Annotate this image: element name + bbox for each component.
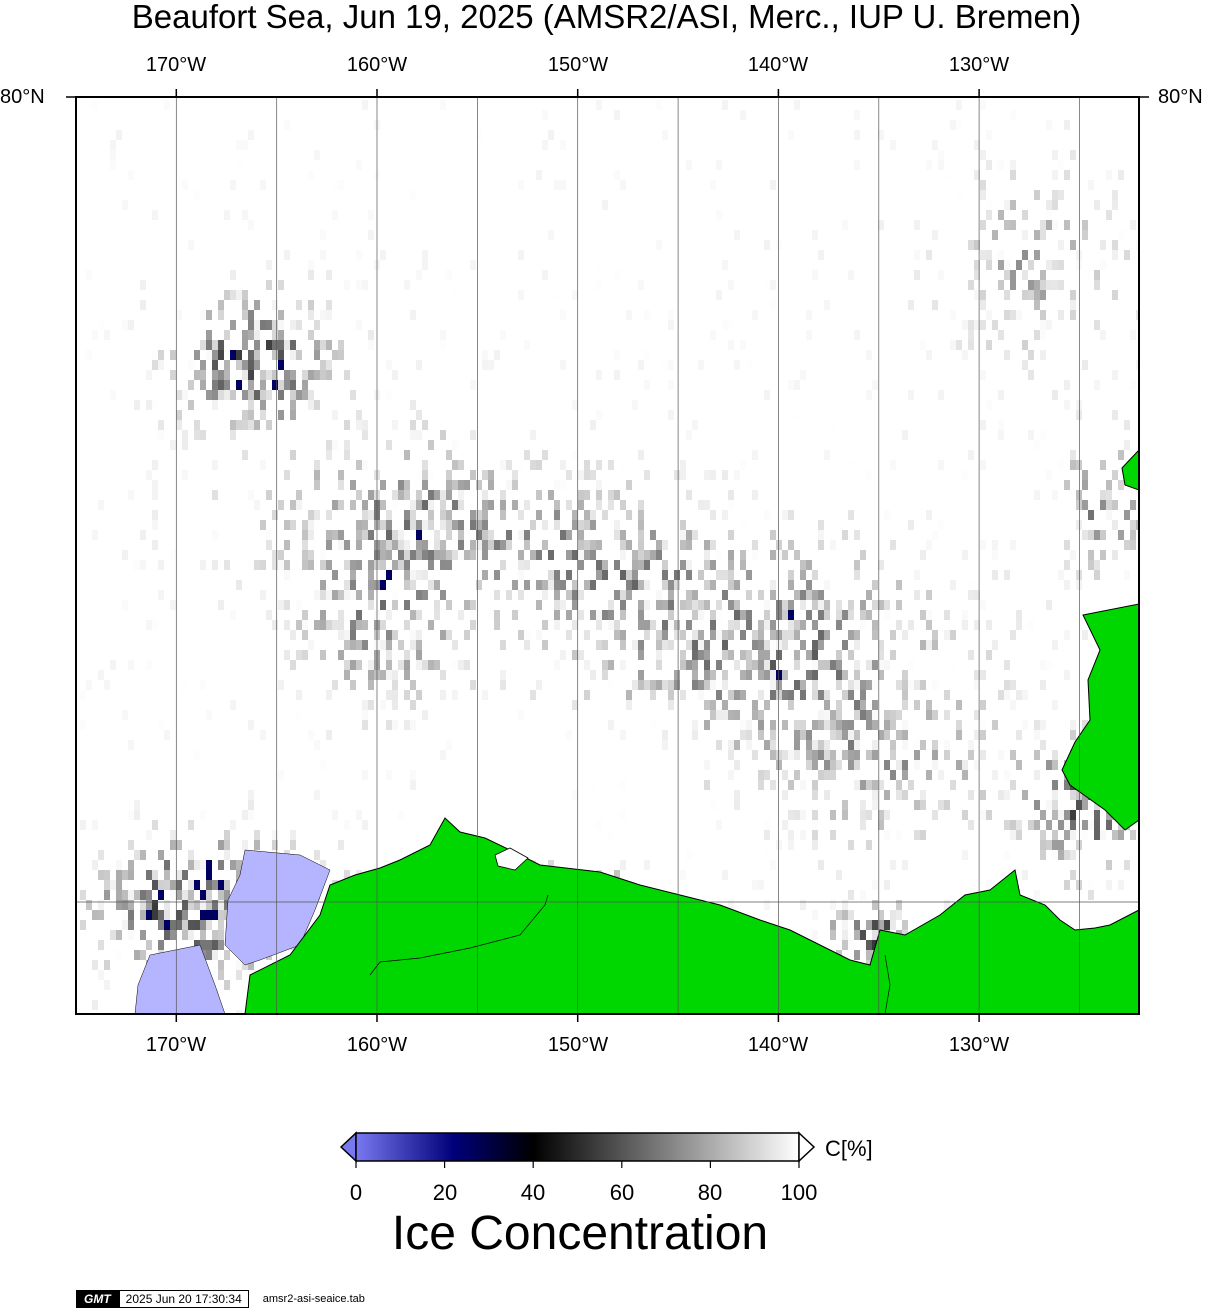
gmt-logo: GMT	[76, 1290, 119, 1308]
colorbar-unit: C[%]	[825, 1136, 873, 1161]
low-concentration-region	[134, 944, 226, 1014]
colorbar-tick-80: 80	[697, 1180, 723, 1205]
land-alaska	[244, 817, 1139, 1014]
timestamp-date: 2025 Jun 20 17:30:34	[118, 1290, 249, 1308]
land-banks-island	[1061, 603, 1139, 831]
lon-label-bottom-170w: 170°W	[145, 1034, 207, 1056]
timestamp-file: amsr2-asi-seaice.tab	[262, 1293, 365, 1305]
lon-label-bottom-150w: 150°W	[547, 1034, 609, 1056]
lat-label-right: 80°N	[1158, 86, 1203, 108]
graticule	[76, 97, 1139, 1014]
sea-ice-field	[76, 97, 1139, 1014]
lon-label-bottom-140w: 140°W	[747, 1034, 809, 1056]
colorbar-tick-0: 0	[349, 1180, 363, 1205]
lon-label-top-170w: 170°W	[145, 54, 207, 76]
colorbar-gradient	[355, 1132, 800, 1162]
lat-label-left: 80°N	[0, 86, 45, 108]
colorbar-title: Ice Concentration	[391, 1207, 769, 1260]
frame-ticks	[66, 89, 1149, 1022]
colorbar-tick-60: 60	[609, 1180, 635, 1205]
colorbar-tick-100: 100	[780, 1180, 818, 1205]
colorbar-tick-40: 40	[520, 1180, 546, 1205]
timestamp-stamp: GMT 2025 Jun 20 17:30:34 amsr2-asi-seaic…	[76, 1290, 365, 1308]
lon-label-top-160w: 160°W	[346, 54, 408, 76]
lon-label-top-140w: 140°W	[747, 54, 809, 76]
lon-label-bottom-160w: 160°W	[346, 1034, 408, 1056]
colorbar	[339, 1131, 816, 1168]
colorbar-tick-20: 20	[432, 1180, 458, 1205]
lon-label-top-150w: 150°W	[547, 54, 609, 76]
lon-label-bottom-130w: 130°W	[948, 1034, 1010, 1056]
lake	[494, 847, 529, 871]
colorbar-under-triangle	[339, 1131, 357, 1163]
map-title: Beaufort Sea, Jun 19, 2025 (AMSR2/ASI, M…	[131, 0, 1082, 35]
map-frame	[75, 96, 1140, 1015]
colorbar-over-triangle	[798, 1131, 816, 1163]
land-prince-patrick	[1121, 449, 1139, 491]
lon-label-top-130w: 130°W	[948, 54, 1010, 76]
borders	[369, 894, 891, 1014]
